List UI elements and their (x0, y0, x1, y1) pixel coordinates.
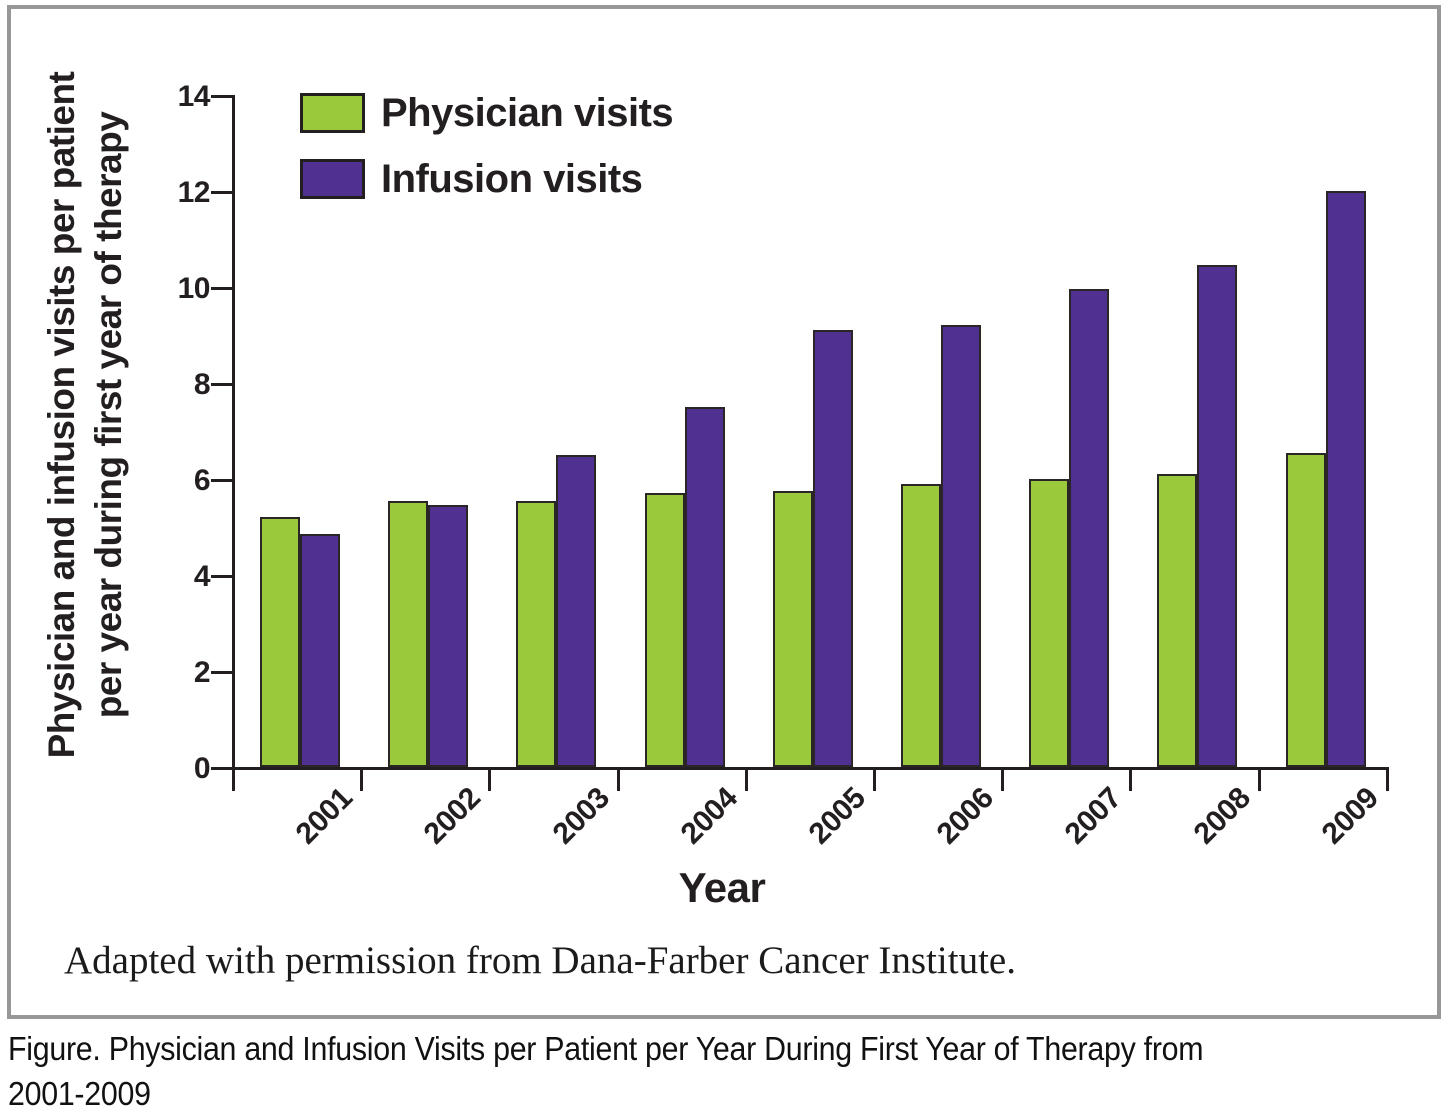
bar-infusion-2001 (300, 534, 340, 767)
x-tick (1129, 767, 1133, 791)
y-tick (211, 95, 232, 98)
infusion-visits-swatch (300, 159, 365, 199)
x-tick (232, 767, 235, 791)
x-tick (1001, 767, 1005, 791)
bar-infusion-2006 (941, 325, 981, 767)
bar-physician-2007 (1029, 479, 1070, 767)
bar-infusion-2009 (1325, 191, 1366, 767)
bar-infusion-2005 (812, 330, 853, 767)
physician-visits-label: Physician visits (381, 91, 674, 135)
y-tick-label: 4 (193, 559, 211, 593)
x-tick (1385, 767, 1389, 791)
figure-caption: Figure. Physician and Infusion Visits pe… (8, 1026, 1388, 1116)
y-axis-title-line2: per year during first year of therapy (88, 111, 129, 719)
x-tick (616, 767, 620, 791)
bar-infusion-2007 (1069, 289, 1110, 767)
bar-infusion-2008 (1197, 265, 1238, 767)
y-axis-title-line1: Physician and infusion visits per patien… (41, 71, 82, 759)
y-axis-title: Physician and infusion visits per patien… (38, 5, 132, 825)
bar-physician-2005 (772, 491, 813, 767)
x-tick (873, 767, 876, 791)
x-axis-title: Year (678, 864, 766, 911)
bar-physician-2008 (1157, 474, 1198, 767)
figure-caption-line1: Figure. Physician and Infusion Visits pe… (8, 1030, 1204, 1067)
y-tick-label: 8 (193, 367, 211, 401)
x-tick (744, 767, 748, 791)
y-tick (211, 191, 232, 194)
y-tick (211, 671, 232, 674)
bar-physician-2001 (260, 517, 300, 767)
physician-visits-swatch (300, 93, 365, 133)
bar-physician-2009 (1285, 452, 1326, 767)
y-tick-label: 2 (193, 655, 211, 689)
y-tick-label: 10 (177, 271, 211, 305)
x-axis-line (232, 767, 1389, 770)
bar-infusion-2002 (428, 505, 469, 767)
y-tick-label: 6 (193, 463, 211, 497)
y-tick (211, 287, 232, 290)
y-tick-label: 0 (193, 751, 211, 785)
legend-item-physician-visits: Physician visits (300, 91, 674, 135)
figure-caption-line2: 2001-2009 (8, 1075, 151, 1112)
x-tick (488, 767, 492, 791)
y-tick-label: 14 (177, 79, 211, 113)
y-tick (211, 767, 232, 770)
y-axis-line (232, 95, 235, 791)
bar-physician-2002 (388, 500, 429, 767)
legend-item-infusion-visits: Infusion visits (300, 157, 643, 201)
bar-infusion-2003 (556, 455, 597, 767)
x-tick (360, 767, 364, 791)
bar-physician-2003 (516, 500, 557, 767)
y-tick (211, 383, 232, 386)
bar-physician-2006 (901, 483, 941, 767)
infusion-visits-label: Infusion visits (381, 157, 643, 201)
bar-infusion-2004 (684, 407, 725, 767)
bar-physician-2004 (644, 493, 685, 767)
y-tick (211, 575, 232, 578)
y-tick (211, 479, 232, 482)
x-tick (1257, 767, 1261, 791)
y-tick-label: 12 (177, 175, 211, 209)
source-note: Adapted with permission from Dana-Farber… (64, 939, 1016, 982)
